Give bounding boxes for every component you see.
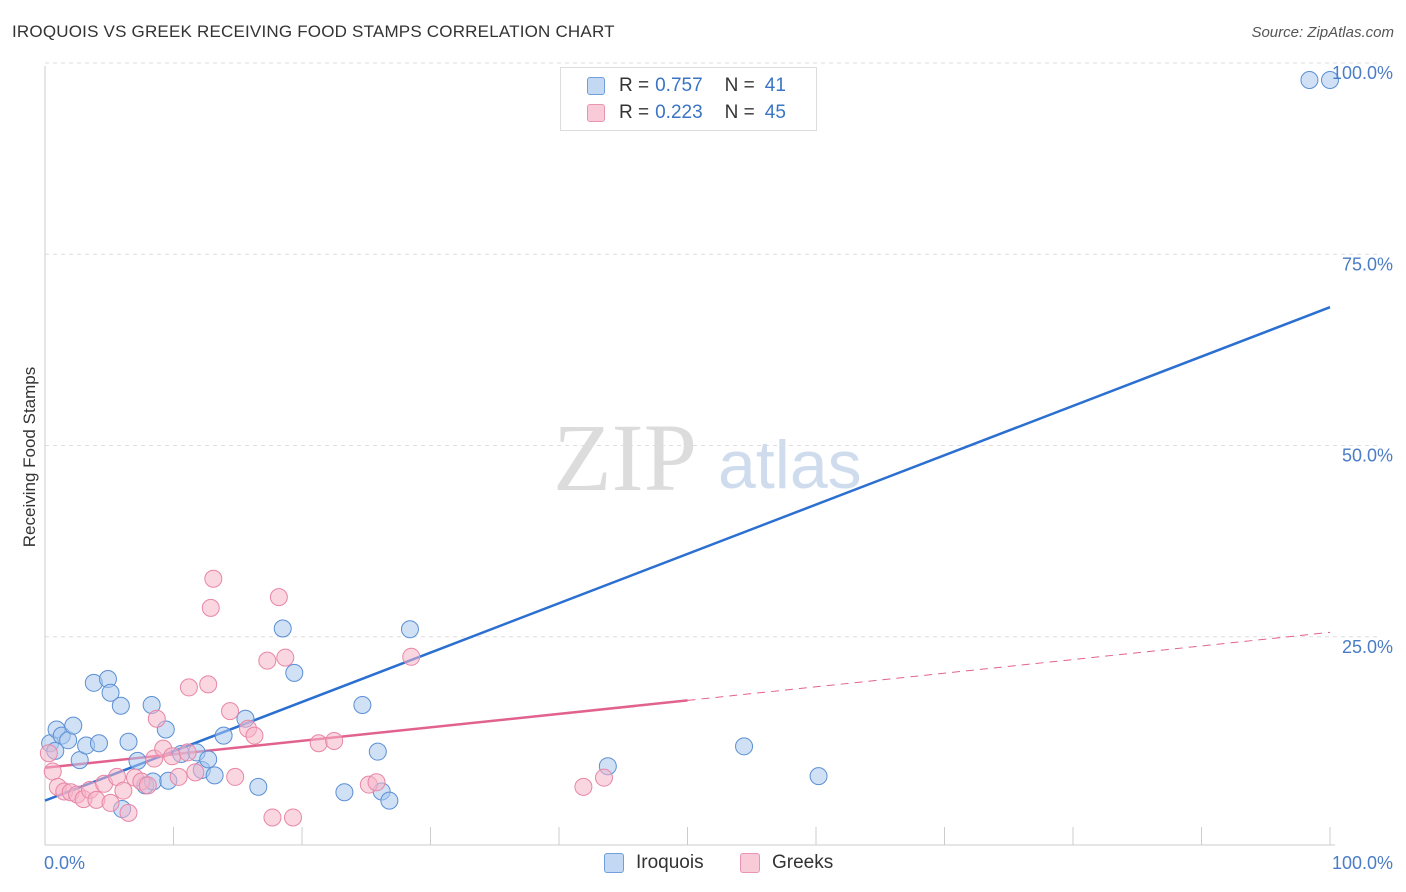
watermark-atlas: atlas (718, 427, 862, 503)
point-greeks (276, 648, 295, 667)
point-greeks (226, 767, 245, 786)
point-iroquois (809, 767, 828, 786)
source-text: Source: ZipAtlas.com (1251, 24, 1394, 41)
stats-legend: R = 0.757 N = 41 R = 0.223 N = 45 (560, 67, 817, 131)
trendline-greeks-dashed (687, 631, 1331, 701)
legend-n-value-iroquois: 41 (764, 75, 786, 96)
bottom-legend-label-iroquois: Iroquois (636, 852, 704, 873)
y-tick-label: 50.0% (1342, 446, 1393, 466)
y-tick-label: 100.0% (1332, 63, 1393, 83)
point-greeks (221, 702, 240, 721)
point-greeks (179, 678, 198, 697)
point-iroquois (128, 751, 147, 770)
point-greeks (138, 776, 157, 795)
point-greeks (199, 675, 218, 694)
point-greeks (39, 744, 58, 763)
point-iroquois (273, 619, 292, 638)
trendline-iroquois (44, 306, 1331, 802)
point-greeks (114, 781, 133, 800)
legend-r-value-greeks: 0.223 (655, 102, 703, 123)
point-iroquois (119, 732, 138, 751)
y-tick-label: 25.0% (1342, 637, 1393, 657)
point-greeks (269, 588, 288, 607)
point-greeks (258, 651, 277, 670)
legend-r-label: R = (619, 102, 650, 123)
point-iroquois (380, 791, 399, 810)
x-tick-label-start: 0.0% (44, 853, 85, 873)
y-tick-label: 75.0% (1342, 254, 1393, 274)
point-iroquois (335, 783, 354, 802)
legend-swatch-greeks (587, 104, 605, 122)
point-iroquois (64, 716, 83, 735)
point-greeks (147, 709, 166, 728)
point-greeks (101, 793, 120, 812)
point-greeks (574, 777, 593, 796)
legend-n-value-greeks: 45 (764, 102, 786, 123)
point-greeks (284, 808, 303, 827)
point-iroquois (214, 726, 233, 745)
point-greeks (186, 763, 205, 782)
point-iroquois (368, 742, 387, 761)
bottom-legend-swatch-greeks (740, 853, 760, 873)
point-greeks (594, 768, 613, 787)
x-tick-label-end: 100.0% (1332, 853, 1393, 873)
bottom-legend-greeks: Greeks (740, 852, 833, 874)
point-iroquois (249, 777, 268, 796)
legend-n-label: N = (724, 102, 755, 123)
legend-row-greeks: R = 0.223 N = 45 (587, 101, 786, 125)
bottom-legend-label-greeks: Greeks (772, 852, 834, 873)
point-greeks (245, 726, 264, 745)
point-iroquois (1321, 71, 1339, 89)
legend-n-label: N = (724, 75, 755, 96)
point-iroquois (101, 683, 120, 702)
point-iroquois (285, 663, 304, 682)
point-greeks (325, 731, 344, 750)
y-axis-label: Receiving Food Stamps (20, 367, 39, 547)
legend-r-label: R = (619, 75, 650, 96)
point-iroquois (89, 734, 108, 753)
point-iroquois (205, 766, 224, 785)
point-iroquois (735, 737, 754, 756)
legend-r-value-iroquois: 0.757 (655, 75, 703, 96)
point-greeks (169, 767, 188, 786)
point-iroquois (353, 696, 372, 715)
point-greeks (43, 762, 62, 781)
point-greeks (367, 773, 386, 792)
point-greeks (163, 747, 182, 766)
point-iroquois (1300, 71, 1319, 89)
point-greeks (178, 743, 197, 762)
point-iroquois (199, 750, 218, 769)
point-greeks (204, 569, 223, 588)
legend-swatch-iroquois (587, 77, 605, 95)
bottom-legend-iroquois: Iroquois (604, 852, 704, 874)
point-iroquois (400, 620, 419, 639)
point-greeks (201, 598, 220, 617)
chart-title: IROQUOIS VS GREEK RECEIVING FOOD STAMPS … (12, 22, 615, 41)
point-greeks (263, 808, 282, 827)
legend-row-iroquois: R = 0.757 N = 41 (587, 74, 786, 98)
point-greeks (402, 647, 421, 666)
point-greeks (119, 803, 138, 822)
bottom-legend-swatch-iroquois (604, 853, 624, 873)
point-iroquois (111, 696, 130, 715)
point-greeks (309, 734, 328, 753)
watermark-zip: ZIP (553, 404, 697, 511)
